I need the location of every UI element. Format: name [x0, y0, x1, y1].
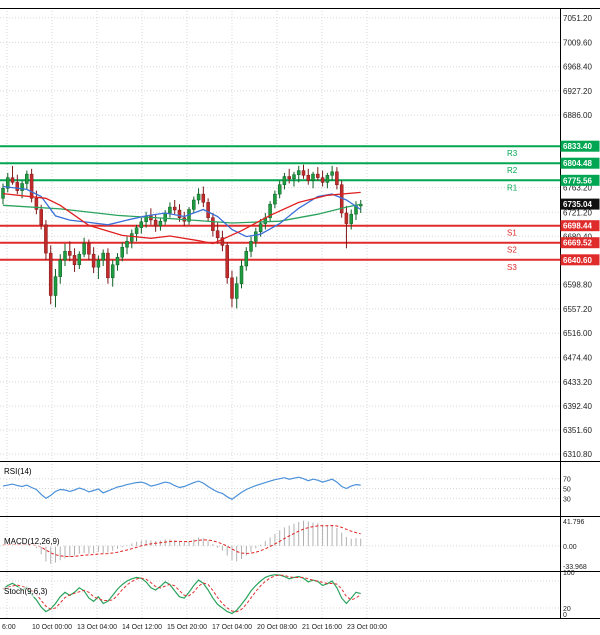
svg-text:13 Oct 04:00: 13 Oct 04:00: [77, 624, 117, 631]
svg-text:30: 30: [563, 496, 571, 503]
svg-text:R2: R2: [507, 166, 518, 175]
svg-text:6310.80: 6310.80: [563, 450, 592, 459]
stoch-k-line: [2, 574, 361, 615]
svg-text:23 Oct 00:00: 23 Oct 00:00: [347, 624, 387, 631]
rsi-line: [2, 476, 361, 501]
ma_red-line: [2, 191, 361, 245]
svg-text:R3: R3: [507, 149, 518, 158]
panel-borders: [0, 8, 600, 619]
svg-text:50: 50: [563, 487, 571, 494]
svg-text:10 Oct 00:00: 10 Oct 00:00: [32, 624, 72, 631]
svg-text:14 Oct 12:00: 14 Oct 12:00: [122, 624, 162, 631]
stoch-d-line: [2, 574, 361, 613]
svg-text:6680.40: 6680.40: [563, 232, 592, 241]
candles: [1, 164, 363, 309]
svg-text:6886.00: 6886.00: [563, 111, 592, 120]
svg-text:21 Oct 16:00: 21 Oct 16:00: [302, 624, 342, 631]
svg-text:6557.20: 6557.20: [563, 305, 592, 314]
svg-text:6927.20: 6927.20: [563, 87, 592, 96]
svg-text:0.00: 0.00: [563, 544, 577, 551]
svg-text:6351.60: 6351.60: [563, 426, 592, 435]
svg-text:15 Oct 20:00: 15 Oct 20:00: [167, 624, 207, 631]
svg-text:S3: S3: [507, 263, 517, 272]
price-axis[interactable]: 7051.20 7009.60 6968.40 6927.20 6886.00 6763.…: [563, 14, 592, 619]
svg-text:100: 100: [563, 570, 575, 577]
svg-text:6735.04: 6735.04: [563, 200, 592, 209]
ma_green-line: [2, 203, 361, 224]
svg-text:6775.56: 6775.56: [563, 176, 592, 185]
svg-text:6804.48: 6804.48: [563, 159, 592, 168]
svg-text:20 Oct 08:00: 20 Oct 08:00: [257, 624, 297, 631]
svg-text:7009.60: 7009.60: [563, 38, 592, 47]
svg-text:6721.20: 6721.20: [563, 208, 592, 217]
price-badges: 6833.40 6804.48 6775.56 6698.44 6669.52 6640.…: [560, 140, 600, 266]
svg-text:41.796: 41.796: [563, 519, 585, 526]
stoch-indicator-label: Stoch(9,6,3): [3, 587, 49, 597]
svg-text:S2: S2: [507, 246, 517, 255]
svg-text:6669.52: 6669.52: [563, 239, 592, 248]
svg-text:0: 0: [563, 612, 567, 619]
svg-text:6968.40: 6968.40: [563, 63, 592, 72]
svg-text:6640.60: 6640.60: [563, 256, 592, 265]
svg-text:6763.20: 6763.20: [563, 184, 592, 193]
svg-text:6433.20: 6433.20: [563, 378, 592, 387]
svg-text:6698.44: 6698.44: [563, 222, 592, 231]
svg-text:20: 20: [563, 606, 571, 613]
macd-signal-line: [2, 524, 361, 558]
svg-text:7051.20: 7051.20: [563, 14, 592, 23]
macd-indicator-label: MACD(12,26,9): [3, 537, 61, 547]
svg-text:6833.40: 6833.40: [563, 142, 592, 151]
svg-text:-33.968: -33.968: [563, 564, 587, 571]
svg-text:6516.00: 6516.00: [563, 329, 592, 338]
svg-text:70: 70: [563, 477, 571, 484]
svg-text:6474.40: 6474.40: [563, 354, 592, 363]
grid: [0, 8, 560, 618]
svg-text:17 Oct 04:00: 17 Oct 04:00: [212, 624, 252, 631]
time-axis[interactable]: 6:00 10 Oct 00:00 13 Oct 04:00 14 Oct 12:00…: [2, 624, 387, 631]
ma_blue-line: [2, 185, 362, 238]
svg-text:R1: R1: [507, 183, 518, 192]
rsi-indicator-label: RSI(14): [3, 467, 33, 477]
svg-text:S1: S1: [507, 229, 517, 238]
svg-text:6598.80: 6598.80: [563, 280, 592, 289]
svg-text:6:00: 6:00: [2, 624, 16, 631]
svg-text:6392.40: 6392.40: [563, 402, 592, 411]
